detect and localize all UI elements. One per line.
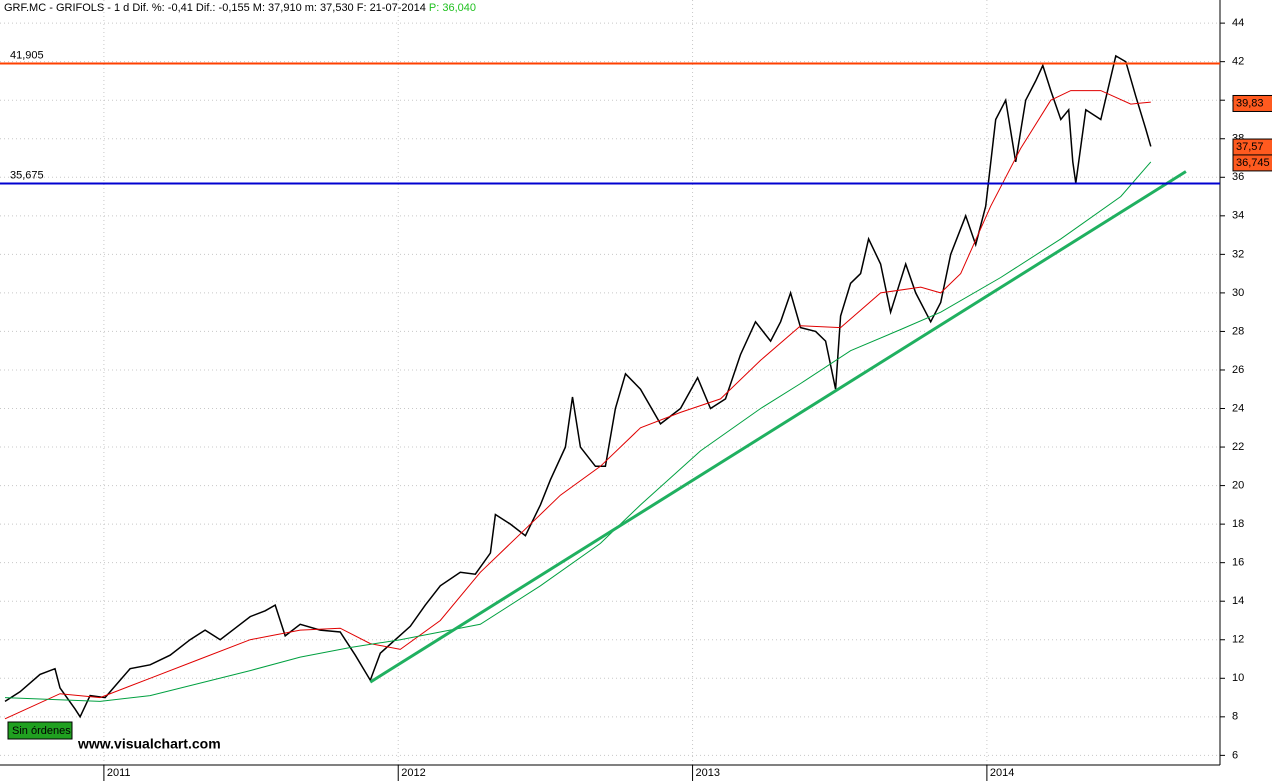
level-label: 41,905 <box>10 49 44 61</box>
y-tick-label: 12 <box>1232 634 1244 646</box>
y-tick-label: 14 <box>1232 595 1244 607</box>
plot <box>4 54 1187 720</box>
y-tick-label: 42 <box>1232 56 1244 68</box>
series-line <box>4 54 1152 719</box>
y-tick-label: 20 <box>1232 479 1244 491</box>
price-marker <box>1232 94 1272 112</box>
chart-title: GRF.MC - GRIFOLS - 1 d Dif. %: -0,41 Dif… <box>4 2 476 14</box>
y-tick-label: 6 <box>1232 749 1238 761</box>
status-box <box>7 721 73 740</box>
series-line <box>369 170 1187 684</box>
y-tick-label: 34 <box>1232 210 1244 222</box>
title: GRF.MC - GRIFOLS - 1 d Dif. %: -0,41 Dif… <box>4 2 426 14</box>
status: Sin órdenes <box>12 725 71 737</box>
y-tick-label: 24 <box>1232 402 1244 414</box>
series-line <box>4 90 1151 720</box>
y-tick-label: 10 <box>1232 672 1244 684</box>
x-tick-label: 2011 <box>107 767 131 779</box>
y-tick-label: 22 <box>1232 441 1244 453</box>
y-tick-label: 18 <box>1232 518 1244 530</box>
price-marker <box>1232 154 1272 172</box>
y-tick-label: 44 <box>1232 17 1244 29</box>
series-line <box>4 161 1152 702</box>
subtitle: P: 36,040 <box>429 2 476 14</box>
x-tick-label: 2013 <box>696 767 720 779</box>
y-tick-label: 32 <box>1232 248 1244 260</box>
level-label: 35,675 <box>10 169 44 181</box>
x-tick-label: 2012 <box>401 767 425 779</box>
y-tick-label: 36 <box>1232 171 1244 183</box>
price-marker-label: 39,83 <box>1236 97 1264 109</box>
price-marker-label: 36,745 <box>1236 157 1270 169</box>
y-tick-label: 16 <box>1232 557 1244 569</box>
y-tick-label: 30 <box>1232 287 1244 299</box>
x-tick-label: 2014 <box>990 767 1014 779</box>
watermark: www.visualchart.com <box>77 736 221 752</box>
y-tick-label: 8 <box>1232 711 1238 723</box>
y-tick-label: 28 <box>1232 325 1244 337</box>
y-tick-label: 26 <box>1232 364 1244 376</box>
grid <box>0 0 1220 765</box>
price-marker-label: 37,57 <box>1236 141 1264 153</box>
